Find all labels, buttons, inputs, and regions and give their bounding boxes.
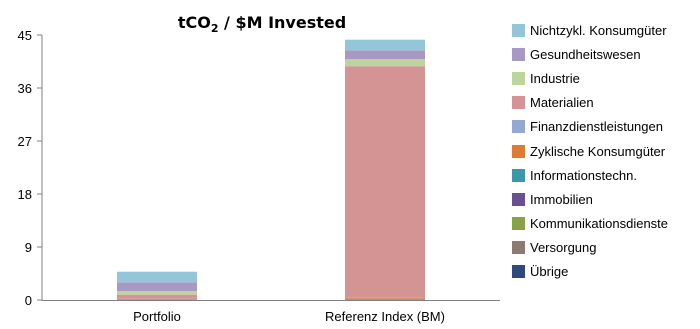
x-ticks: Portfolio Referenz Index (BM) [133, 309, 445, 324]
legend-label: Gesundheitswesen [530, 46, 641, 62]
legend-item-kommunikationsdienste: Kommunikationsdienste [512, 212, 668, 236]
legend-item-nichtzykl-konsumguter: Nichtzykl. Konsumgüter [512, 18, 668, 42]
legend-swatch [512, 265, 525, 279]
bar-portfolio-zyklische-konsumguter [117, 299, 197, 301]
legend-swatch [512, 47, 525, 61]
legend-item-ubrige: Übrige [512, 260, 668, 284]
legend-label: Industrie [530, 70, 580, 86]
legend-item-finanzdienstleistungen: Finanzdienstleistungen [512, 115, 668, 139]
y-tick-label: 36 [18, 81, 32, 96]
y-tick-label: 45 [18, 28, 32, 43]
bars [117, 39, 425, 301]
chart-title: tCO2 / $M Invested [178, 13, 346, 35]
legend-swatch [512, 120, 525, 134]
bar-referenz-index-bm-kommunikationsdienste [345, 299, 425, 301]
y-tick-label: 0 [25, 293, 32, 308]
bar-portfolio-finanzdienstleistungen [117, 298, 197, 300]
legend-label: Kommunikationsdienste [530, 216, 669, 232]
legend-swatch [512, 71, 525, 85]
legend-swatch [512, 241, 525, 255]
y-tick-label: 9 [25, 240, 32, 255]
bar-referenz-index-bm-industrie [345, 59, 425, 67]
bar-referenz-index-bm-materialien [345, 66, 425, 298]
legend-label: Nichtzykl. Konsumgüter [530, 22, 667, 38]
legend-label: Materialien [530, 95, 594, 111]
legend-label: Finanzdienstleistungen [530, 119, 663, 135]
legend-item-gesundheitswesen: Gesundheitswesen [512, 42, 668, 66]
x-tick-label: Portfolio [133, 309, 181, 324]
legend-item-informationstechn: Informationstechn. [512, 163, 668, 187]
legend-swatch [512, 168, 525, 182]
legend-label: Versorgung [530, 240, 597, 256]
legend-label: Immobilien [530, 191, 593, 207]
legend-label: Übrige [530, 264, 569, 280]
legend: Nichtzykl. Konsumgüter Gesundheitswesen In… [512, 18, 668, 284]
bar-portfolio-materialien [117, 294, 197, 299]
bar-referenz-index-bm-gesundheitswesen [345, 50, 425, 60]
x-tick-label: Referenz Index (BM) [325, 309, 445, 324]
legend-swatch [512, 217, 525, 231]
bar-portfolio-gesundheitswesen [117, 282, 197, 292]
legend-swatch [512, 23, 525, 37]
legend-item-versorgung: Versorgung [512, 236, 668, 260]
legend-label: Zyklische Konsumgüter [530, 143, 666, 159]
legend-item-materialien: Materialien [512, 91, 668, 115]
legend-item-zyklische-konsumguter: Zyklische Konsumgüter [512, 139, 668, 163]
bar-portfolio-industrie [117, 291, 197, 295]
legend-label: Informationstechn. [530, 167, 637, 183]
bar-referenz-index-bm-nichtzykl-konsumguter [345, 39, 425, 51]
legend-swatch [512, 144, 525, 158]
y-tick-label: 18 [18, 187, 32, 202]
y-ticks: 0 9 18 27 36 45 [18, 28, 42, 308]
legend-item-industrie: Industrie [512, 66, 668, 90]
legend-item-immobilien: Immobilien [512, 187, 668, 211]
y-tick-label: 27 [18, 134, 32, 149]
legend-swatch [512, 96, 525, 110]
bar-referenz-index-bm-finanzdienstleistungen [345, 297, 425, 299]
bar-portfolio-nichtzykl-konsumguter [117, 271, 197, 283]
bar-referenz-index-bm-zyklische-konsumguter [345, 298, 425, 300]
legend-swatch [512, 192, 525, 206]
